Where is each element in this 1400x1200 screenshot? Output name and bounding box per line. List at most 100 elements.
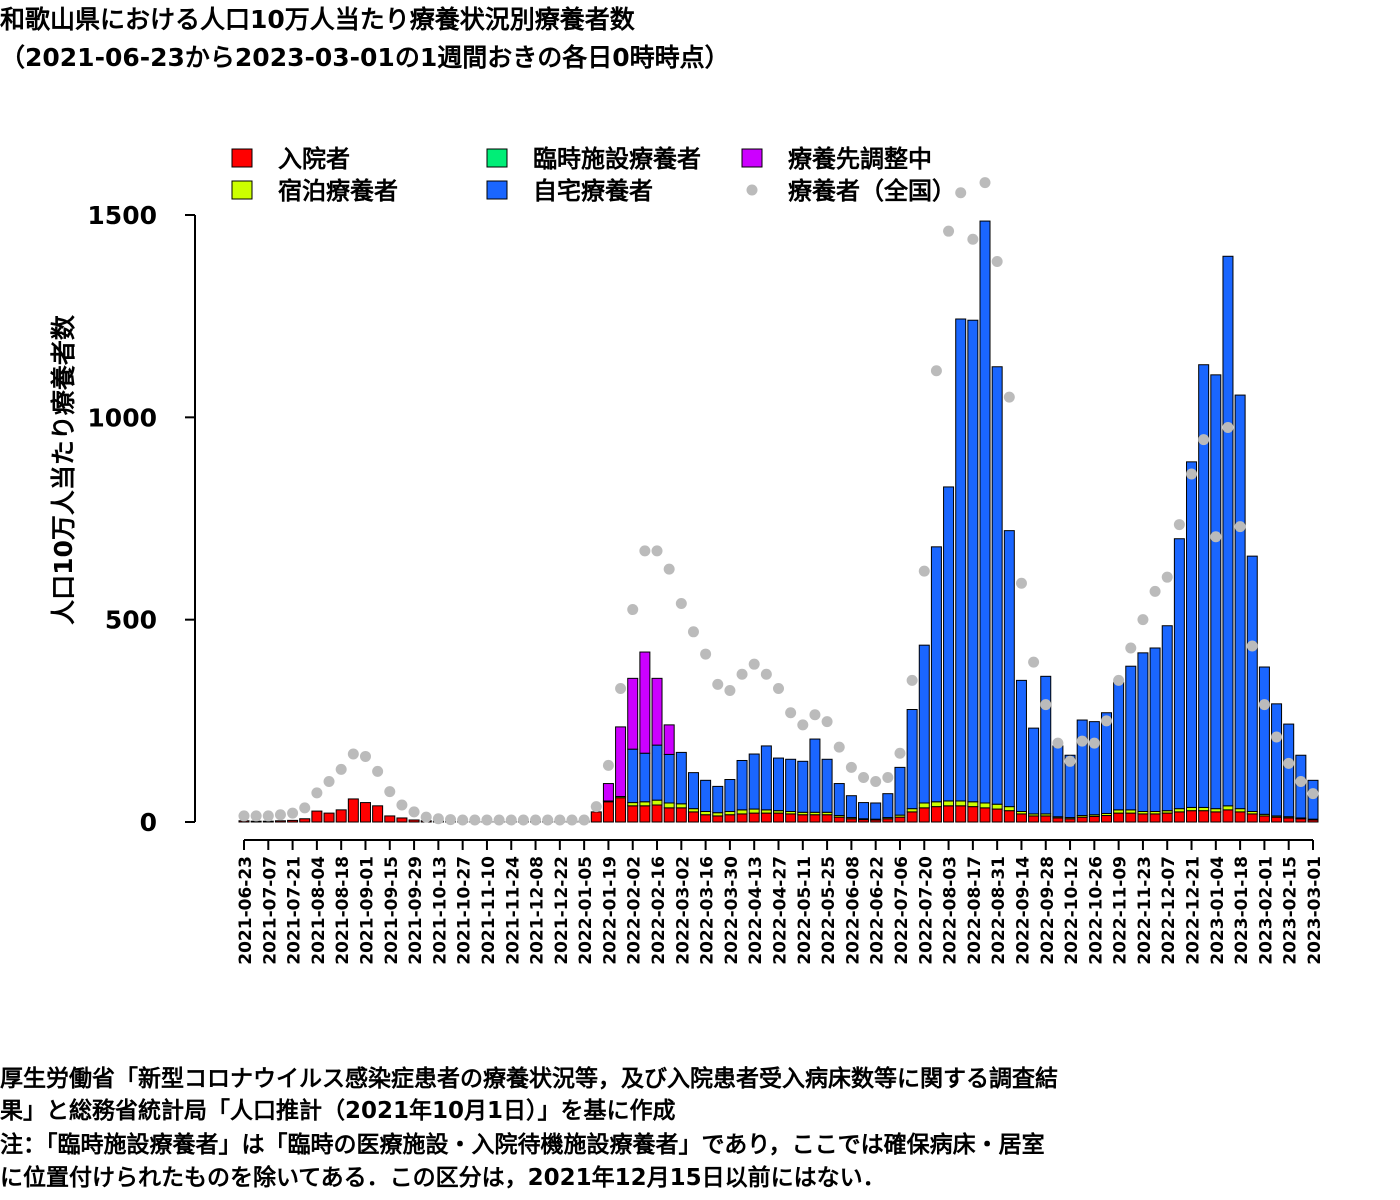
dot	[1113, 674, 1125, 686]
bar-segment	[821, 814, 833, 823]
dot	[930, 365, 942, 377]
bar-segment	[675, 807, 687, 823]
dot	[809, 709, 821, 721]
dot	[469, 814, 481, 826]
bar-segment	[1052, 745, 1064, 818]
dot	[335, 763, 347, 775]
bar-segment	[359, 802, 371, 823]
dot	[918, 565, 930, 577]
dot	[700, 648, 712, 660]
bar-segment	[639, 805, 651, 823]
bar-segment	[396, 817, 408, 823]
dot	[882, 771, 894, 783]
x-tick-label: 2023-02-01	[1256, 856, 1276, 965]
bar-segment	[639, 801, 651, 807]
dot	[651, 545, 663, 557]
bar-segment	[809, 738, 821, 813]
dot	[1149, 585, 1161, 597]
dot	[785, 707, 797, 719]
x-tick-label: 2022-06-08	[843, 856, 863, 965]
dot	[1198, 434, 1210, 446]
x-tick-label: 2021-11-24	[503, 856, 523, 965]
bar-segment	[1161, 625, 1173, 812]
bar-segment	[687, 772, 699, 810]
x-tick-label: 2022-01-19	[600, 856, 620, 965]
dot	[1040, 699, 1052, 711]
dot	[274, 809, 286, 821]
bar-segment	[979, 220, 991, 804]
x-tick-label: 2023-01-04	[1208, 856, 1228, 965]
dot	[1246, 640, 1258, 652]
bar-segment	[1246, 555, 1258, 812]
x-tick-label: 2023-01-18	[1232, 856, 1252, 965]
bar-segment	[967, 806, 979, 823]
dot	[481, 814, 493, 826]
x-tick-label: 2021-06-23	[236, 856, 256, 965]
dot	[1283, 757, 1295, 769]
dot	[627, 604, 639, 616]
bar-segment	[1258, 815, 1270, 823]
x-tick-label: 2022-03-16	[698, 856, 718, 965]
bar-segment	[700, 814, 712, 823]
dot	[991, 256, 1003, 268]
bar-segment	[1173, 538, 1185, 810]
y-tick-label: 500	[105, 606, 157, 635]
bar-segment	[785, 758, 797, 812]
bar-segment	[1113, 812, 1125, 823]
bar-segment	[930, 806, 942, 823]
bar-segment	[1161, 812, 1173, 823]
dot	[1052, 737, 1064, 749]
dot	[1234, 521, 1246, 533]
bar-segment	[1283, 817, 1295, 823]
x-tick-label: 2022-08-31	[989, 856, 1009, 965]
bar-segment	[748, 808, 760, 814]
dot	[1222, 421, 1234, 433]
dot	[955, 187, 967, 199]
dot	[1088, 737, 1100, 749]
bar-segment	[408, 819, 420, 823]
x-tick-label: 2021-09-01	[357, 856, 377, 965]
dot	[1295, 776, 1307, 788]
bar-segment	[736, 759, 748, 811]
note: 果」と総務省統計局「人口推計（2021年10月1日）」を基に作成	[0, 1097, 676, 1124]
bar-segment	[1186, 810, 1198, 823]
bar-segment	[384, 815, 396, 823]
x-tick-label: 2021-10-13	[430, 856, 450, 965]
bar-segment	[651, 677, 663, 746]
x-tick-label: 2022-09-14	[1013, 856, 1033, 965]
dot	[639, 545, 651, 557]
bar-segment	[602, 783, 614, 802]
bar-segment	[1100, 815, 1112, 823]
dot	[724, 684, 736, 696]
dot	[396, 799, 408, 811]
dot	[1028, 656, 1040, 668]
bar-segment	[845, 795, 857, 819]
bar-segment	[1271, 703, 1283, 817]
bar-segment	[1125, 665, 1137, 811]
bar-segment	[809, 814, 821, 823]
bar-segment	[1003, 530, 1015, 808]
bar-segment	[894, 766, 906, 816]
x-tick-label: 2022-10-26	[1086, 856, 1106, 965]
bar-segment	[1003, 810, 1015, 823]
x-tick-label: 2022-11-23	[1135, 856, 1155, 965]
bar-segment	[797, 814, 809, 823]
bar-segment	[615, 726, 627, 798]
bar-segment	[323, 812, 335, 823]
x-tick-label: 2022-10-12	[1062, 856, 1082, 965]
bar-segment	[1222, 255, 1234, 807]
x-tick-label: 2023-02-15	[1281, 856, 1301, 965]
dot	[675, 597, 687, 609]
x-tick-label: 2022-05-11	[795, 856, 815, 965]
bar-segment	[1088, 815, 1100, 823]
bar-segment	[724, 814, 736, 823]
x-tick-label: 2022-01-05	[576, 856, 596, 965]
bar-segment	[1076, 719, 1088, 817]
y-axis-label: 人口10万人当たり療養者数	[49, 314, 78, 625]
bar-segment	[943, 805, 955, 823]
bar-segment	[639, 651, 651, 754]
dot	[1258, 699, 1270, 711]
bar-segment	[1149, 813, 1161, 823]
dot	[566, 814, 578, 826]
dot	[687, 626, 699, 638]
